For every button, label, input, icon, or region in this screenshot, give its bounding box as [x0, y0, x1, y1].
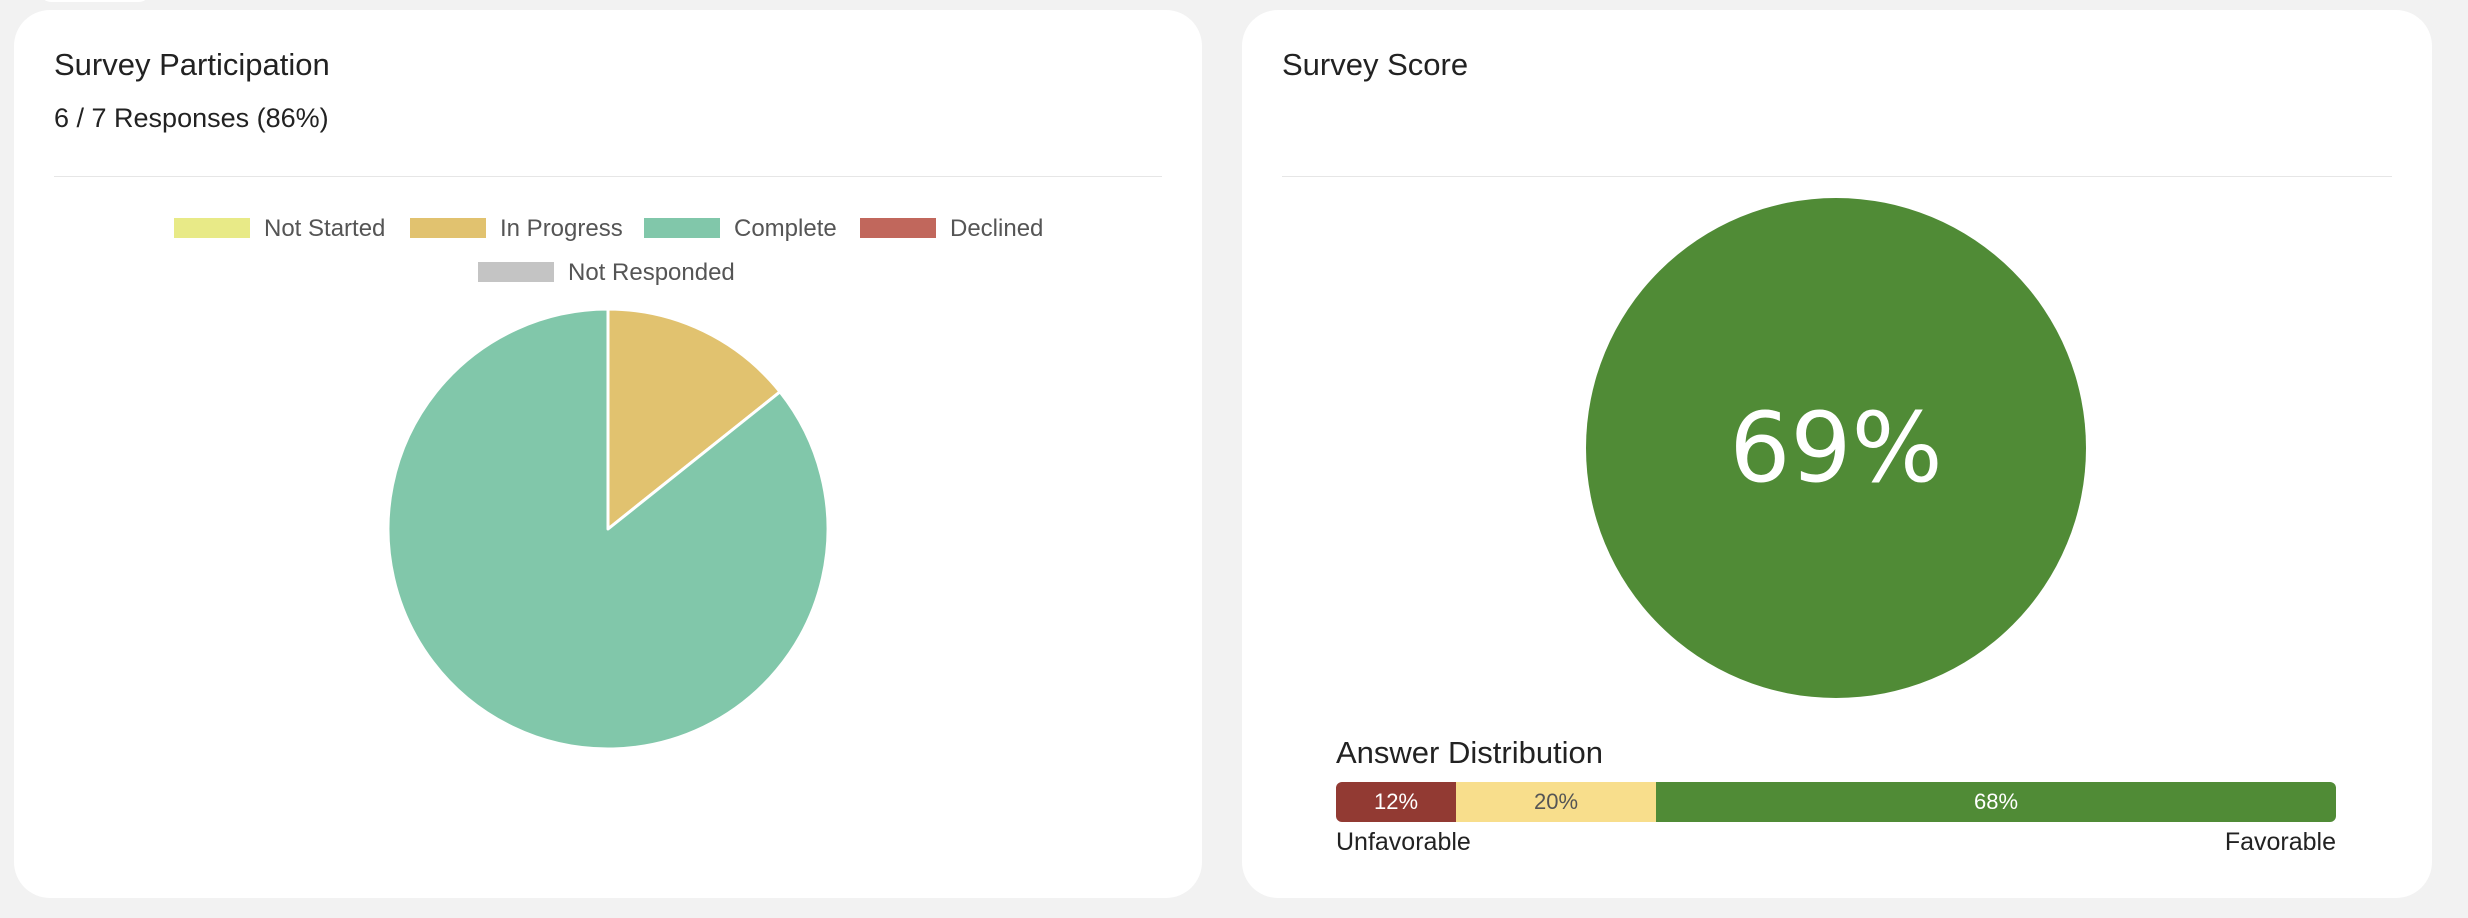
legend-label-not-started: Not Started — [264, 215, 385, 242]
legend-swatch-complete — [644, 218, 720, 238]
score-circle — [1586, 198, 2086, 698]
legend-swatch-not-responded — [478, 262, 554, 282]
legend-label-declined: Declined — [950, 215, 1043, 242]
score-title: Survey Score — [1282, 47, 1469, 82]
distribution-segment-label: 68% — [1973, 789, 2019, 814]
score-value-label: 69% — [1729, 392, 1942, 504]
legend-label-complete: Complete — [734, 215, 837, 242]
distribution-segment-3: 68% — [1656, 782, 2336, 822]
participation-title: Survey Participation — [54, 47, 330, 82]
distribution-title: Answer Distribution — [1336, 735, 1604, 770]
legend-swatch-declined — [860, 218, 936, 238]
participation-subtitle: 6 / 7 Responses (86%) — [54, 103, 329, 133]
participation-pie-chart: Not Started In Progress Complete Declined No… — [174, 215, 1043, 751]
legend-item-not-started[interactable]: Not Started — [174, 215, 385, 242]
legend-item-complete[interactable]: Complete — [644, 215, 837, 242]
distribution-segment-2: 20% — [1456, 782, 1656, 822]
score-divider — [1282, 176, 2392, 177]
score-pie-chart: 69% — [1586, 198, 2086, 698]
top-tab-stub — [40, 0, 150, 2]
distribution-unfavorable-label: Unfavorable — [1336, 828, 1471, 856]
participation-legend: Not Started In Progress Complete Declined No… — [174, 215, 1043, 286]
legend-label-not-responded: Not Responded — [568, 259, 735, 286]
legend-swatch-in-progress — [410, 218, 486, 238]
distribution-segment-1: 12% — [1336, 782, 1456, 822]
legend-swatch-not-started — [174, 218, 250, 238]
legend-item-declined[interactable]: Declined — [860, 215, 1043, 242]
legend-item-not-responded[interactable]: Not Responded — [478, 259, 735, 286]
pie-slice-in-progress[interactable] — [606, 307, 782, 531]
legend-item-in-progress[interactable]: In Progress — [410, 215, 623, 242]
participation-divider — [54, 176, 1162, 177]
pie-slice-complete[interactable] — [386, 307, 830, 751]
distribution-segment-label: 20% — [1533, 789, 1579, 814]
survey-participation-card: Survey Participation 6 / 7 Responses (86… — [14, 10, 1202, 898]
distribution-segment-label: 12% — [1373, 789, 1419, 814]
distribution-favorable-label: Favorable — [2224, 828, 2336, 856]
distribution-bar: 12% 20% 68% — [1336, 782, 2336, 822]
participation-pie — [386, 307, 830, 751]
legend-label-in-progress: In Progress — [500, 215, 623, 242]
survey-score-card: Survey Score 69% Answer Distribution 12%… — [1242, 10, 2432, 898]
